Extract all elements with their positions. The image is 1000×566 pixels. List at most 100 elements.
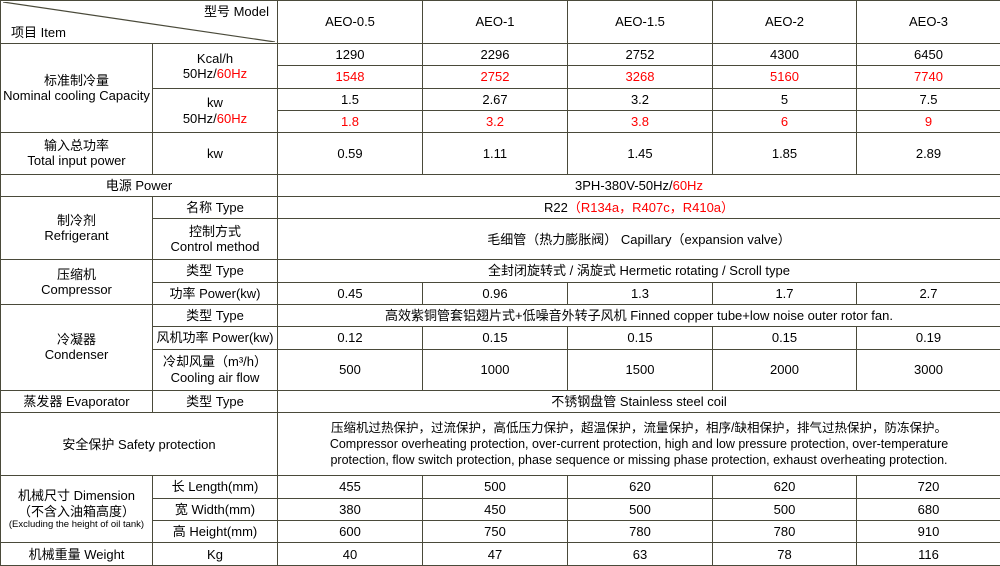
cooling-kw-50hz-row: kw 50Hz/60Hz 1.5 2.67 3.2 5 7.5 xyxy=(1,87,1000,134)
table-cell: 4300 xyxy=(712,42,857,67)
table-cell: 455 xyxy=(277,475,423,499)
cooling-kcal-unit-label: Kcal/h 50Hz/60Hz xyxy=(152,43,278,89)
cooling-kcal-50hz-row: 标准制冷量 Nominal cooling Capacity Kcal/h 50… xyxy=(0,42,1000,134)
table-cell: 0.12 xyxy=(277,326,423,350)
table-cell: 1500 xyxy=(567,348,713,391)
total-input-power-row: 输入总功率 Total input power kw 0.59 1.11 1.4… xyxy=(0,132,1000,175)
model-header-aeo-3: AEO-3 xyxy=(856,0,1000,44)
condenser-airflow-label: 冷却风量（m³/h） Cooling air flow xyxy=(152,348,278,391)
table-cell: 720 xyxy=(856,475,1000,499)
table-cell: 78 xyxy=(712,542,857,566)
table-cell: 2296 xyxy=(422,42,568,67)
condenser-airflow-row: 冷却风量（m³/h） Cooling air flow 500 1000 150… xyxy=(1,348,1000,391)
table-cell: 2.7 xyxy=(856,281,1000,306)
table-cell: 500 xyxy=(567,497,713,522)
refrigerant-control-value: 毛细管（热力膨胀阀） Capillary（expansion valve） xyxy=(277,218,1000,261)
table-cell: 1548 xyxy=(277,65,423,89)
table-cell: 3268 xyxy=(567,65,713,89)
condenser-fan-power-row: 风机功率 Power(kw) 0.12 0.15 0.15 0.15 0.19 xyxy=(1,326,1000,350)
table-cell: 2.67 xyxy=(422,87,568,112)
power-supply-value-black: 3PH-380V-50Hz/ xyxy=(575,177,673,193)
condenser-label: 冷凝器 Condenser xyxy=(0,304,153,391)
table-cell: 780 xyxy=(567,520,713,544)
dimension-width-label: 宽 Width(mm) xyxy=(152,497,278,522)
table-cell: 0.15 xyxy=(712,326,857,350)
table-cell: 1.45 xyxy=(567,132,713,175)
compressor-type-label: 类型 Type xyxy=(152,259,278,283)
condenser-fan-power-label: 风机功率 Power(kw) xyxy=(152,326,278,350)
table-cell: 500 xyxy=(422,475,568,499)
compressor-power-row: 功率 Power(kw) 0.45 0.96 1.3 1.7 2.7 xyxy=(1,281,1000,306)
refrigerant-control-label: 控制方式 Control method xyxy=(152,218,278,261)
table-cell: 780 xyxy=(712,520,857,544)
table-cell: 680 xyxy=(856,497,1000,522)
table-cell: 1000 xyxy=(422,348,568,391)
table-header-row: 型号 Model 项目 Item AEO-0.5 AEO-1 AEO-1.5 A… xyxy=(0,0,1000,44)
table-cell: 450 xyxy=(422,497,568,522)
table-cell: 0.59 xyxy=(277,132,423,175)
table-cell: 116 xyxy=(856,542,1000,566)
power-supply-row: 电源 Power 3PH-380V-50Hz/60Hz xyxy=(0,173,1000,197)
table-cell: 2000 xyxy=(712,348,857,391)
freq-60hz-label: 60Hz xyxy=(216,65,248,81)
table-cell: 7740 xyxy=(856,65,1000,89)
compressor-type-row: 压缩机 Compressor 类型 Type 全封闭旋转式 / 涡旋式 Herm… xyxy=(0,259,1000,306)
model-header-aeo-2: AEO-2 xyxy=(712,0,857,44)
evaporator-type-value: 不锈钢盘管 Stainless steel coil xyxy=(277,389,1000,414)
refrigerant-label: 制冷剂 Refrigerant xyxy=(0,195,153,261)
safety-protection-row: 安全保护 Safety protection 压缩机过热保护，过流保护，高低压力… xyxy=(0,412,1000,477)
table-cell: 63 xyxy=(567,542,713,566)
table-cell: 3.8 xyxy=(567,110,713,134)
total-input-power-unit-label: kw xyxy=(152,132,278,175)
safety-protection-cn: 压缩机过热保护，过流保护，高低压力保护，超温保护，流量保护，相序/缺相保护，排气… xyxy=(331,420,947,435)
table-cell: 910 xyxy=(856,520,1000,544)
evaporator-type-label: 类型 Type xyxy=(152,389,278,414)
table-cell: 620 xyxy=(712,475,857,499)
dimension-height-label: 高 Height(mm) xyxy=(152,520,278,544)
dimension-width-row: 宽 Width(mm) 380 450 500 500 680 xyxy=(1,497,1000,522)
refrigerant-control-row: 控制方式 Control method 毛细管（热力膨胀阀） Capillary… xyxy=(1,218,1000,261)
table-cell: 500 xyxy=(712,497,857,522)
dimension-length-label: 长 Length(mm) xyxy=(152,475,278,499)
refrigerant-type-row: 制冷剂 Refrigerant 名称 Type R22（R134a，R407c，… xyxy=(0,195,1000,261)
table-cell: 620 xyxy=(567,475,713,499)
compressor-type-value: 全封闭旋转式 / 涡旋式 Hermetic rotating / Scroll … xyxy=(277,259,1000,283)
table-cell: 0.19 xyxy=(856,326,1000,350)
dimension-height-row: 高 Height(mm) 600 750 780 780 910 xyxy=(1,520,1000,544)
table-cell: 5160 xyxy=(712,65,857,89)
table-cell: 500 xyxy=(277,348,423,391)
table-cell: 47 xyxy=(422,542,568,566)
table-cell: 2.89 xyxy=(856,132,1000,175)
table-cell: 0.96 xyxy=(422,281,568,306)
weight-label: 机械重量 Weight xyxy=(0,542,153,566)
refrigerant-type-label: 名称 Type xyxy=(152,195,278,220)
safety-protection-label: 安全保护 Safety protection xyxy=(0,412,278,477)
weight-unit-label: Kg xyxy=(152,542,278,566)
power-supply-label: 电源 Power xyxy=(0,173,278,197)
table-cell: 1.7 xyxy=(712,281,857,306)
table-cell: 2752 xyxy=(567,42,713,67)
table-cell: 2752 xyxy=(422,65,568,89)
table-cell: 0.15 xyxy=(422,326,568,350)
condenser-type-row: 冷凝器 Condenser 类型 Type 高效紫铜管套铝翅片式+低噪音外转子风… xyxy=(0,304,1000,391)
table-cell: 1.11 xyxy=(422,132,568,175)
table-cell: 0.45 xyxy=(277,281,423,306)
freq-60hz-label: 60Hz xyxy=(216,110,248,126)
refrigerant-type-value: R22（R134a，R407c，R410a） xyxy=(277,195,1000,220)
table-cell: 9 xyxy=(856,110,1000,134)
refrigerant-alternatives: （R134a，R407c，R410a） xyxy=(567,199,735,215)
table-cell: 600 xyxy=(277,520,423,544)
refrigerant-primary: R22 xyxy=(543,199,568,215)
table-cell: 0.15 xyxy=(567,326,713,350)
cooling-kcal-60hz-row: 1548 2752 3268 5160 7740 xyxy=(1,65,1000,89)
table-cell: 40 xyxy=(277,542,423,566)
table-cell: 1.3 xyxy=(567,281,713,306)
cooling-capacity-label: 标准制冷量 Nominal cooling Capacity xyxy=(0,42,153,134)
table-cell: 1290 xyxy=(277,42,423,67)
power-supply-value-red: 60Hz xyxy=(672,177,703,193)
table-cell: 1.85 xyxy=(712,132,857,175)
freq-50hz-label: 50Hz/ xyxy=(182,65,217,81)
header-item-label: 项目 Item xyxy=(11,24,66,40)
freq-50hz-label: 50Hz/ xyxy=(182,110,217,126)
